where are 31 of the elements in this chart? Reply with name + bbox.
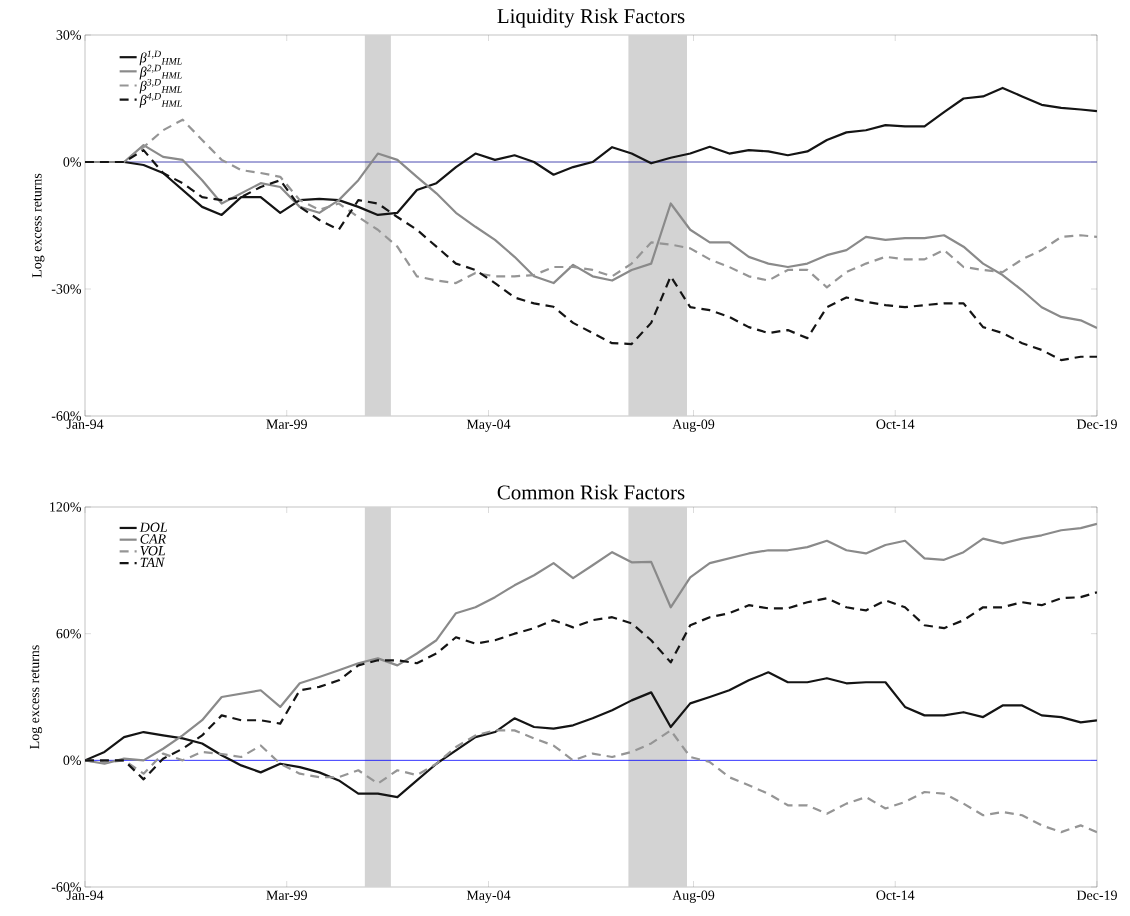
legend-label: β$^{3,D}$HML [139,78,182,94]
legend-label: CAR [140,534,166,544]
legend-label: DOL [139,522,167,532]
y-axis-title: Log excess returns [32,173,45,278]
x-tick-label: Jan-94 [66,419,104,429]
x-tick-label: May-04 [466,890,511,903]
y-tick-label: -30% [51,284,81,294]
y-tick-label: 30% [56,30,81,40]
y-tick-label: 0% [63,157,81,167]
y-tick-label: -60% [51,882,81,892]
legend-label: VOL [140,546,166,556]
x-tick-label: Aug-09 [672,419,715,432]
x-tick-label: Dec-19 [1076,419,1117,429]
chart-title: Common Risk Factors [497,484,685,500]
legend-label: β$^{2,D}$HML [139,64,182,80]
y-tick-label: -60% [51,411,81,421]
x-tick-label: Dec-19 [1076,890,1117,900]
x-tick-label: Aug-09 [672,890,715,903]
chart-title: Liquidity Risk Factors [497,8,685,28]
x-tick-label: Mar-99 [266,890,307,900]
y-tick-label: 120% [50,502,81,512]
y-axis-title: Log excess returns [29,645,43,749]
y-tick-label: 0% [63,755,81,766]
x-tick-label: Oct-14 [876,419,915,429]
legend-label: β$^{4,D}$HML [139,93,182,108]
x-tick-label: May-04 [466,419,511,432]
y-tick-label: 60% [56,628,81,639]
x-tick-label: Oct-14 [876,890,915,900]
x-tick-label: Jan-94 [66,890,104,900]
legend-label: TAN [140,557,165,567]
x-tick-label: Mar-99 [266,419,307,429]
